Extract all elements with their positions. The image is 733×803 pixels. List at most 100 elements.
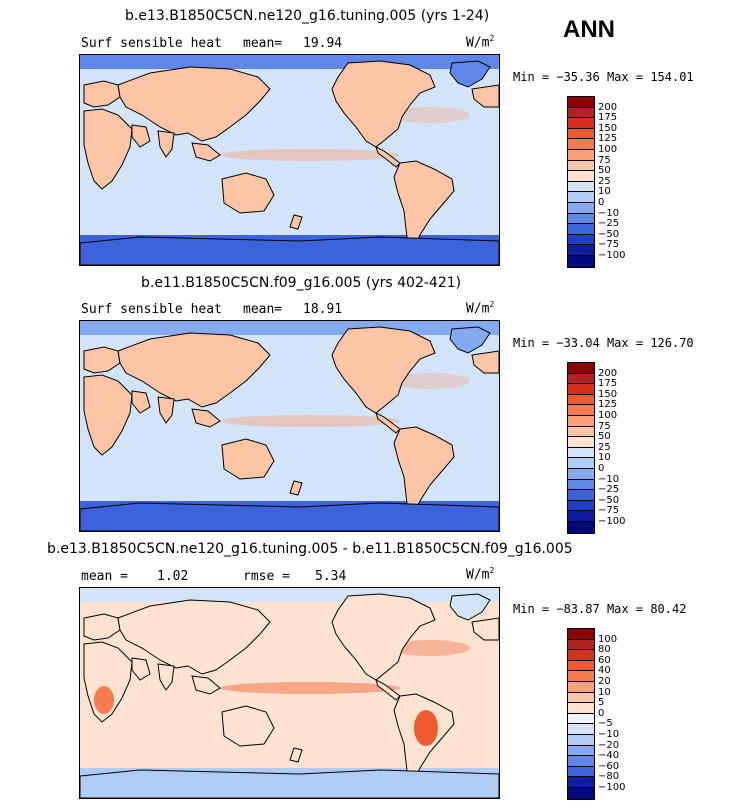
panel1-minmax: Min = −35.36 Max = 154.01 [513, 70, 694, 84]
colorbar-swatch [568, 437, 594, 448]
colorbar-level-label: 75 [598, 420, 611, 432]
colorbar-level-label: 175 [598, 378, 618, 390]
south-america-outline [393, 426, 455, 514]
colorbar-level-label: 175 [598, 112, 618, 124]
panel1-colorbar [567, 96, 595, 268]
colorbar-level-label: 5 [598, 697, 605, 709]
colorbar-swatch [568, 490, 594, 501]
colorbar-swatch [568, 734, 594, 746]
colorbar-swatch [568, 660, 594, 672]
asia-outline [117, 332, 271, 408]
central-america-outline [375, 412, 401, 434]
south-america-anomaly [414, 710, 438, 746]
europe-east-outline [471, 84, 499, 108]
panel2-variable: Surf sensible heat [81, 302, 222, 317]
colorbar-level-label: −20 [598, 739, 620, 751]
panel3-map [79, 587, 500, 799]
colorbar-level-label: 25 [598, 175, 611, 187]
colorbar-swatch [568, 468, 594, 480]
colorbar-level-label: −50 [598, 228, 620, 240]
colorbar-level-label: 150 [598, 122, 618, 134]
arctic-band [80, 321, 499, 335]
colorbar-swatch [568, 394, 594, 406]
colorbar-swatch [568, 511, 594, 522]
panel2-mean-label: mean= [243, 302, 283, 317]
colorbar-swatch [568, 671, 594, 682]
colorbar-swatch [568, 149, 594, 161]
gulf-stream-band [390, 107, 470, 123]
panel2-world-map [80, 321, 499, 531]
season-label: ANN [563, 16, 615, 43]
colorbar-level-label: 100 [598, 144, 618, 155]
se-asia-outline [191, 675, 221, 695]
greenland-outline [449, 593, 491, 621]
central-america-outline [375, 679, 401, 701]
itcz-band [220, 149, 400, 161]
panel1-title: b.e13.B1850C5CN.ne120_g16.tuning.005 (yr… [125, 8, 490, 24]
panel2-colorbar [567, 362, 595, 534]
colorbar-level-label: −40 [598, 750, 620, 762]
antarctica-outline [80, 502, 499, 531]
colorbar-level-label: 0 [598, 197, 605, 208]
colorbar-swatch [568, 245, 594, 256]
australia-outline [221, 438, 275, 480]
colorbar-level-label: 75 [598, 154, 611, 166]
colorbar-level-label: 150 [598, 388, 618, 400]
panel3-mean-value: 1.02 [157, 569, 189, 584]
colorbar-level-label: −10 [598, 473, 620, 485]
colorbar-swatch [568, 766, 594, 778]
colorbar-swatch [568, 255, 594, 267]
itcz-band [220, 682, 400, 694]
greenland-outline [449, 60, 491, 88]
panel1-mean-value: 19.94 [303, 36, 343, 51]
colorbar-level-label: 40 [598, 665, 611, 677]
colorbar-level-label: −25 [598, 218, 620, 230]
colorbar-level-label: −100 [598, 782, 626, 793]
colorbar-level-label: 0 [598, 707, 605, 719]
antarctica-outline [80, 769, 499, 798]
colorbar-swatch [568, 787, 594, 799]
colorbar-level-label: −10 [598, 729, 620, 740]
colorbar-swatch [568, 745, 594, 757]
panel2-minmax: Min = −33.04 Max = 126.70 [513, 336, 694, 350]
colorbar-swatch [568, 160, 594, 172]
australia-outline [221, 172, 275, 214]
colorbar-swatch [568, 692, 594, 704]
africa-outline [83, 108, 133, 190]
panel2-mean-value: 18.91 [303, 302, 343, 317]
colorbar-level-label: −75 [598, 505, 620, 517]
panel1-units: W/m2 [466, 34, 495, 51]
colorbar-swatch [568, 713, 594, 725]
colorbar-swatch [568, 426, 594, 438]
colorbar-swatch [568, 373, 594, 385]
panel1-world-map [80, 55, 499, 265]
colorbar-swatch [568, 107, 594, 119]
new-zealand-outline [289, 480, 303, 496]
colorbar-swatch [568, 500, 594, 512]
colorbar-level-label: 20 [598, 676, 611, 687]
colorbar-level-label: 60 [598, 654, 611, 666]
arabia-outline [131, 390, 151, 414]
asia-outline [117, 66, 271, 142]
greenland-outline [449, 326, 491, 354]
colorbar-level-label: −50 [598, 494, 620, 506]
colorbar-level-label: 10 [598, 186, 611, 198]
colorbar-swatch [568, 118, 594, 129]
panel1-variable: Surf sensible heat [81, 36, 222, 51]
colorbar-level-label: 125 [598, 399, 618, 411]
colorbar-level-label: 25 [598, 441, 611, 453]
colorbar-level-label: 200 [598, 101, 618, 113]
colorbar-swatch [568, 458, 594, 469]
africa-anomaly [94, 686, 114, 714]
europe-outline [83, 613, 121, 641]
panel3-minmax: Min = −83.87 Max = 80.42 [513, 602, 687, 616]
africa-outline [83, 374, 133, 456]
panel3-rmse-value: 5.34 [315, 569, 347, 584]
colorbar-swatch [568, 639, 594, 651]
colorbar-level-label: −25 [598, 484, 620, 496]
new-zealand-outline [289, 214, 303, 230]
colorbar-swatch [568, 363, 594, 374]
colorbar-swatch [568, 234, 594, 246]
colorbar-level-label: −60 [598, 760, 620, 772]
colorbar-level-label: 125 [598, 133, 618, 145]
